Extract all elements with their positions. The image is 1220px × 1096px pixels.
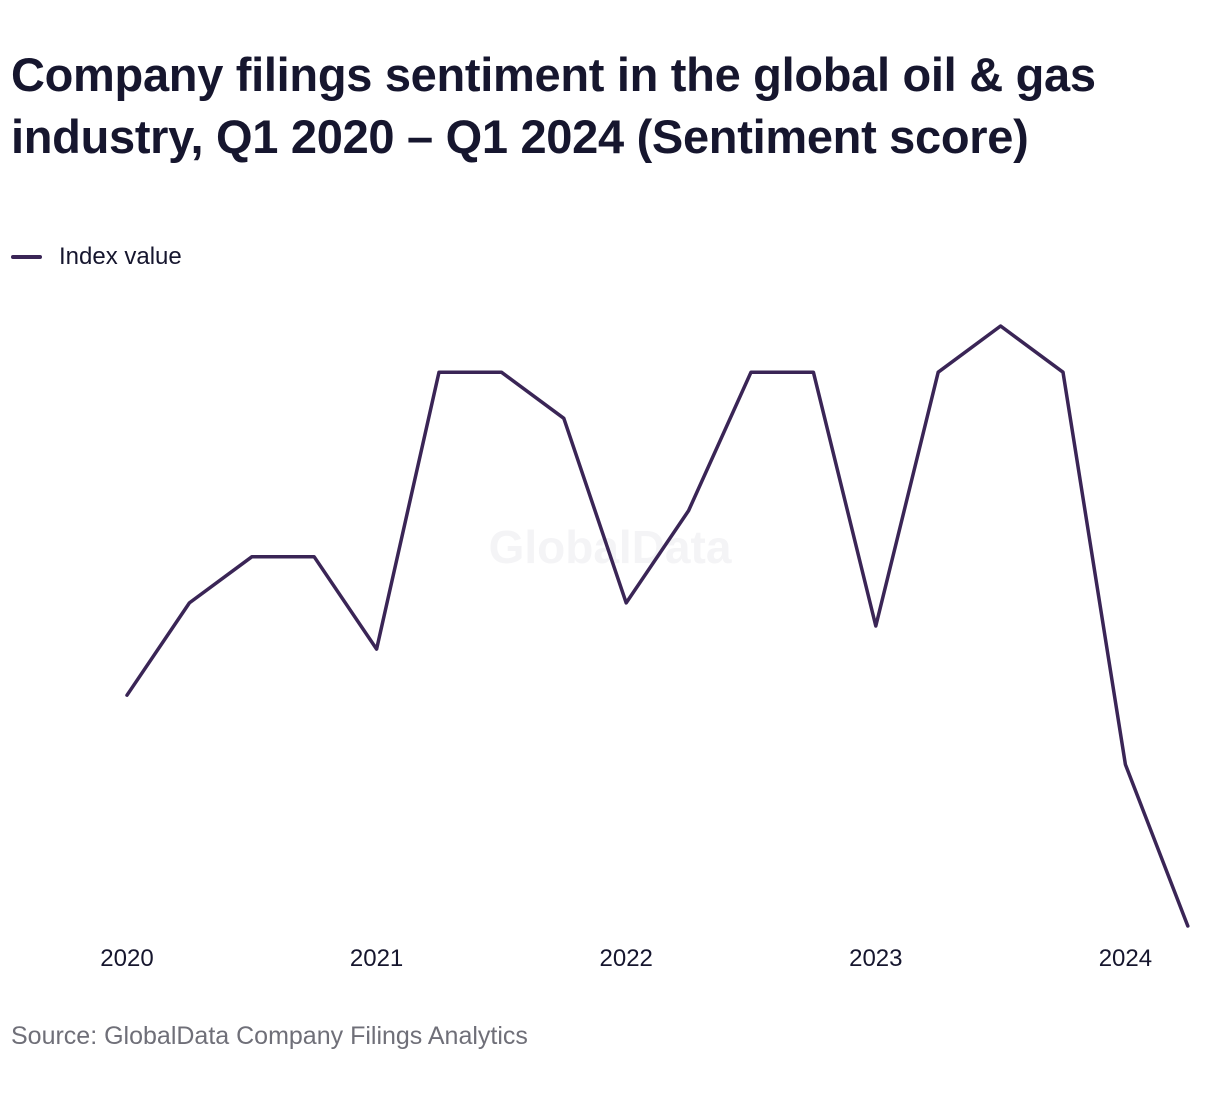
x-tick-label: 2023 — [849, 945, 902, 972]
watermark: GlobalData — [488, 521, 732, 573]
legend-swatch — [11, 255, 42, 259]
x-axis-ticks: 2020 2021 2022 2023 2024 — [100, 945, 1152, 972]
chart-title: Company filings sentiment in the global … — [11, 48, 1096, 163]
x-tick-label: 2024 — [1099, 945, 1152, 972]
line-chart: 2020 2021 2022 2023 2024 — [100, 324, 1190, 972]
series-layer — [125, 324, 1190, 928]
x-tick-label: 2021 — [350, 945, 403, 972]
x-tick-label: 2020 — [100, 945, 153, 972]
legend: Index value — [11, 242, 182, 272]
x-tick-label: 2022 — [600, 945, 653, 972]
legend-label: Index value — [59, 243, 182, 270]
series-line — [125, 324, 1190, 928]
source-note: Source: GlobalData Company Filings Analy… — [11, 1022, 528, 1050]
